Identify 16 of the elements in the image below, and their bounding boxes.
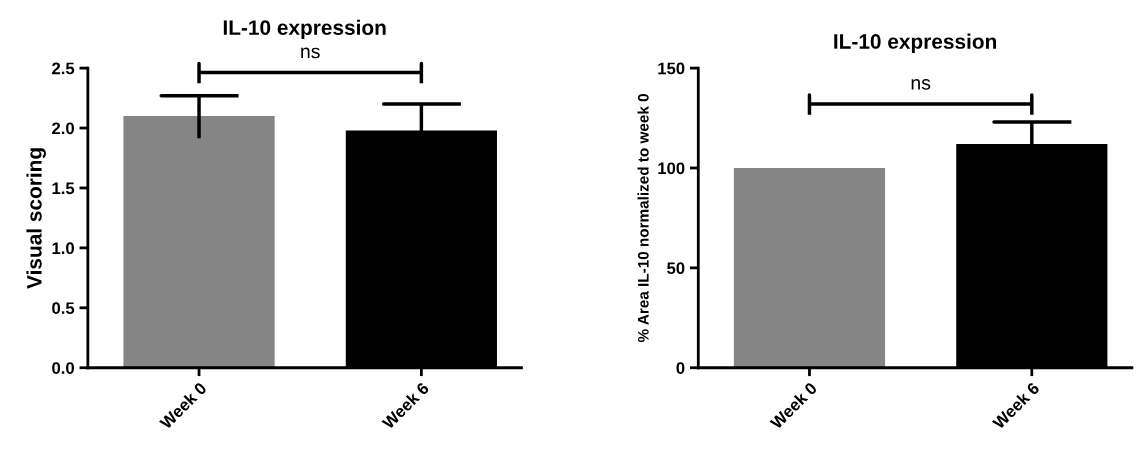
y-tick-label: 150 (658, 62, 685, 75)
y-tick-label: 2.5 (52, 62, 75, 75)
y-tick-label: 2.0 (52, 122, 74, 135)
y-axis-title: % Area IL-10 normalized to week 0 (637, 94, 649, 343)
chart-title: IL-10 expression (223, 19, 386, 40)
y-axis-title: Visual scoring (26, 148, 46, 289)
y-tick-label: 0 (676, 362, 685, 374)
y-tick-label: 1.0 (52, 242, 74, 255)
y-tick-label: 50 (667, 262, 685, 275)
y-tick-label: 1.5 (52, 182, 75, 195)
chart-title: IL-10 expression (834, 33, 997, 53)
text: ns (301, 47, 320, 59)
y-tick-label: 100 (658, 162, 685, 175)
annotation: ns (911, 79, 931, 90)
y-tick-label: 0.5 (52, 302, 75, 315)
y-tick-label: 0.0 (52, 362, 74, 374)
